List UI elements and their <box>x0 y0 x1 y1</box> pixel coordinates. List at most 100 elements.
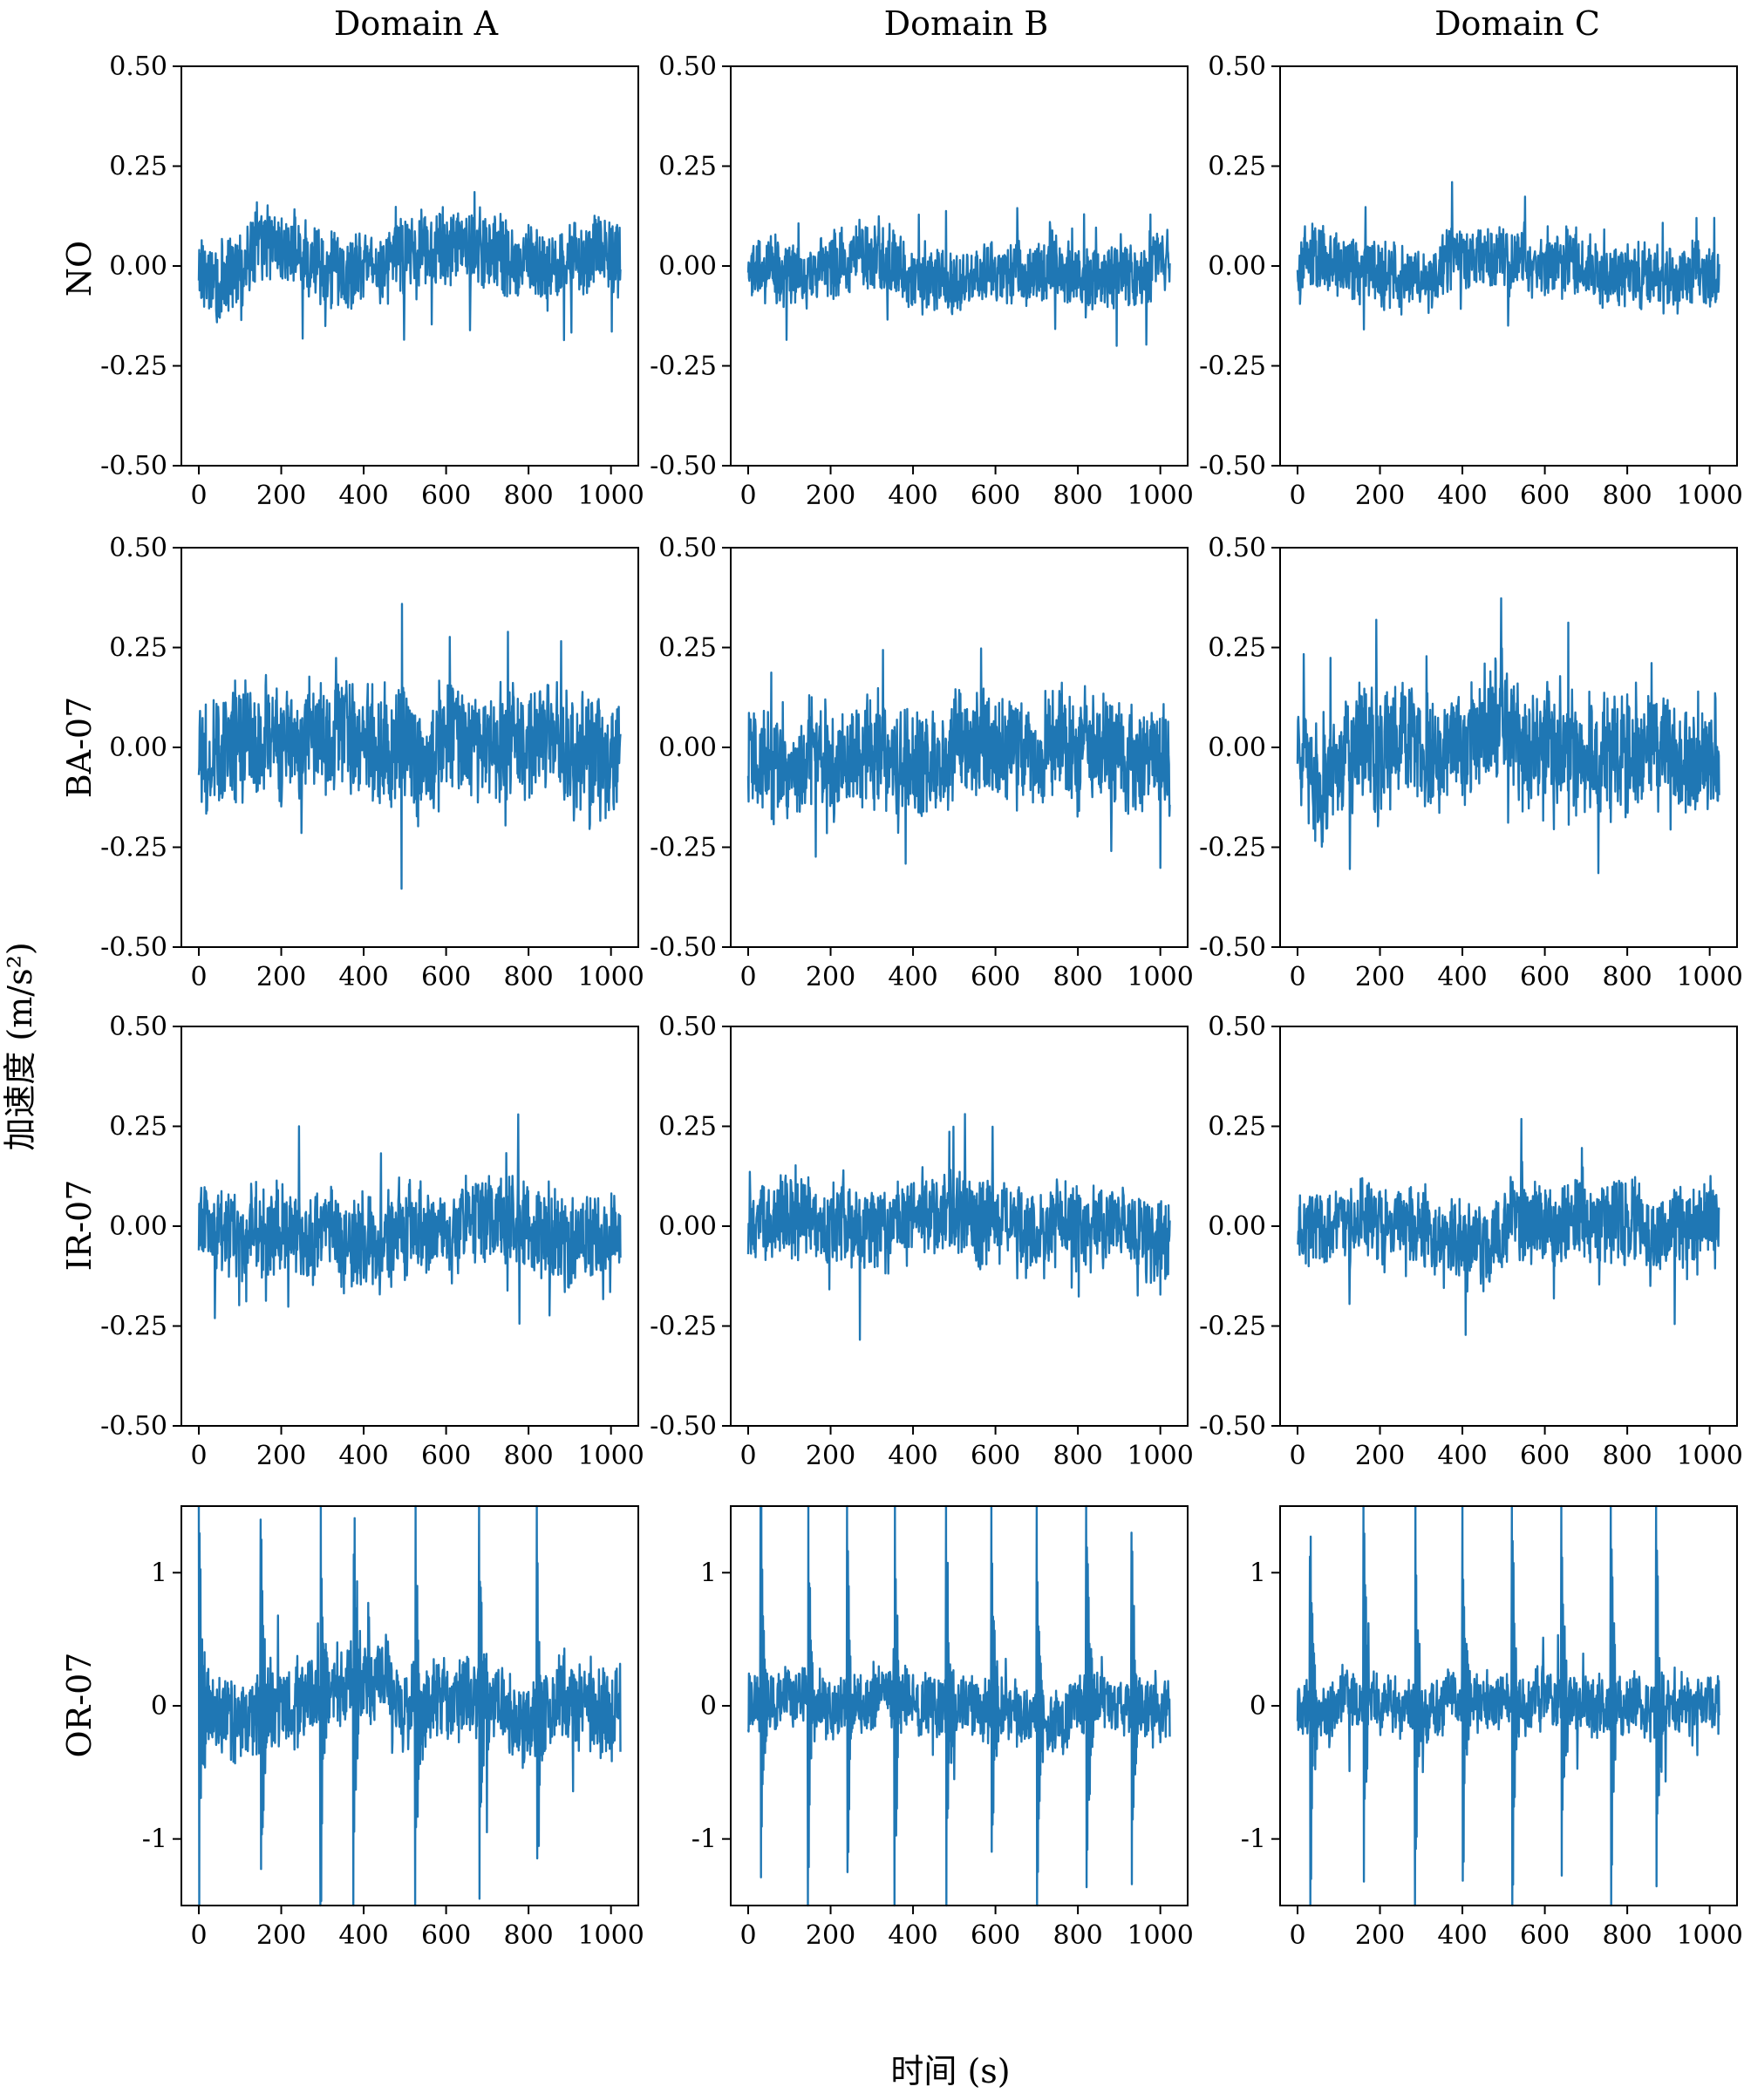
panel-ir-07-domain-a: 0 200 400 600 800 1000 -0.50 -0.25 0.00 0.25 0.50 <box>100 1012 644 1471</box>
x-tick-label-ba-07-domain-c: 400 <box>1437 962 1487 992</box>
y-tick-label-ir-07-domain-b: 0.00 <box>658 1211 717 1242</box>
x-tick-label-no-domain-a: 400 <box>338 481 388 511</box>
x-tick-label-ir-07-domain-c: 600 <box>1520 1441 1570 1471</box>
y-tick-label-or-07-domain-b: 1 <box>700 1558 717 1588</box>
signal-line-no-domain-a <box>197 191 622 342</box>
panel-ir-07-domain-b: 0 200 400 600 800 1000 -0.50 -0.25 0.00 0.25 0.50 <box>650 1012 1194 1471</box>
x-tick-label-no-domain-a: 200 <box>256 481 306 511</box>
x-tick-label-ir-07-domain-a: 600 <box>421 1441 471 1471</box>
x-tick-label-ir-07-domain-c: 400 <box>1437 1441 1487 1471</box>
x-tick-label-ir-07-domain-c: 200 <box>1355 1441 1405 1471</box>
y-tick-label-or-07-domain-a: 0 <box>151 1691 167 1722</box>
column-title-domain-a: Domain A <box>334 4 499 43</box>
y-tick-label-ba-07-domain-c: 0.25 <box>1208 633 1266 664</box>
y-tick-label-no-domain-c: 0.25 <box>1208 152 1266 182</box>
y-tick-label-no-domain-c: 0.50 <box>1208 51 1266 82</box>
y-tick-label-no-domain-a: -0.50 <box>100 451 167 481</box>
x-tick-label-or-07-domain-a: 0 <box>190 1920 207 1951</box>
x-tick-label-ir-07-domain-a: 200 <box>256 1441 306 1471</box>
y-tick-label-ir-07-domain-c: 0.50 <box>1208 1012 1266 1042</box>
x-tick-label-ba-07-domain-b: 1000 <box>1127 962 1193 992</box>
y-tick-label-or-07-domain-b: -1 <box>691 1824 717 1855</box>
x-tick-label-no-domain-c: 0 <box>1289 481 1305 511</box>
y-tick-label-ba-07-domain-c: 0.50 <box>1208 533 1266 563</box>
y-tick-label-ir-07-domain-b: -0.50 <box>650 1411 717 1442</box>
x-tick-label-or-07-domain-b: 200 <box>806 1920 855 1951</box>
row-label-no: NO <box>60 241 99 297</box>
y-tick-label-ba-07-domain-b: 0.00 <box>658 733 717 763</box>
x-tick-label-ir-07-domain-a: 800 <box>503 1441 553 1471</box>
signal-line-ba-07-domain-a <box>197 603 622 890</box>
row-label-ir-07: IR-07 <box>60 1180 99 1272</box>
y-tick-label-ir-07-domain-c: -0.25 <box>1199 1312 1266 1342</box>
x-tick-label-or-07-domain-b: 400 <box>888 1920 937 1951</box>
x-tick-label-no-domain-b: 0 <box>739 481 756 511</box>
x-tick-label-ir-07-domain-b: 800 <box>1053 1441 1102 1471</box>
x-tick-label-or-07-domain-a: 1000 <box>577 1920 644 1951</box>
x-tick-label-ba-07-domain-c: 200 <box>1355 962 1405 992</box>
panel-or-07-domain-c: 0 200 400 600 800 1000 -1 0 1 <box>1241 1504 1743 1951</box>
x-tick-label-ba-07-domain-b: 600 <box>971 962 1020 992</box>
y-tick-label-or-07-domain-a: 1 <box>151 1558 167 1588</box>
y-tick-label-or-07-domain-b: 0 <box>700 1691 717 1722</box>
x-tick-label-ir-07-domain-c: 1000 <box>1676 1441 1742 1471</box>
column-title-domain-b: Domain B <box>884 4 1049 43</box>
y-tick-label-ba-07-domain-a: 0.50 <box>109 533 167 563</box>
x-tick-label-ir-07-domain-b: 600 <box>971 1441 1020 1471</box>
y-tick-label-ir-07-domain-b: 0.25 <box>658 1112 717 1142</box>
x-tick-label-or-07-domain-a: 600 <box>421 1920 471 1951</box>
y-tick-label-ba-07-domain-a: -0.50 <box>100 932 167 963</box>
y-tick-label-ir-07-domain-a: -0.25 <box>100 1312 167 1342</box>
x-tick-label-or-07-domain-c: 200 <box>1355 1920 1405 1951</box>
y-tick-label-ba-07-domain-c: -0.25 <box>1199 833 1266 863</box>
x-tick-label-or-07-domain-c: 800 <box>1602 1920 1652 1951</box>
panel-grid: 0 200 400 600 800 1000-0.50-0.250.000.250.500… <box>100 51 1743 1951</box>
signal-line-ir-07-domain-c <box>1297 1117 1720 1336</box>
panel-ba-07-domain-a: 0 200 400 600 800 1000 -0.50 -0.25 0.00 0.25 0.50 <box>100 533 644 992</box>
y-tick-label-no-domain-c: -0.50 <box>1199 451 1266 481</box>
y-tick-label-no-domain-c: -0.25 <box>1199 351 1266 382</box>
x-tick-label-ba-07-domain-c: 600 <box>1520 962 1570 992</box>
panel-ir-07-domain-c: 0 200 400 600 800 1000 -0.50 -0.25 0.00 0.25 0.50 <box>1199 1012 1743 1471</box>
x-axis-label: 时间 (s) <box>890 2052 1010 2090</box>
y-tick-label-ba-07-domain-b: -0.50 <box>650 932 717 963</box>
x-tick-label-ir-07-domain-b: 1000 <box>1127 1441 1193 1471</box>
y-tick-label-no-domain-a: 0.25 <box>109 152 167 182</box>
signal-line-ir-07-domain-b <box>746 1113 1171 1341</box>
x-tick-label-ir-07-domain-a: 1000 <box>577 1441 644 1471</box>
x-tick-label-no-domain-c: 800 <box>1602 481 1652 511</box>
panel-ba-07-domain-c: 0 200 400 600 800 1000 -0.50 -0.25 0.00 0.25 0.50 <box>1199 533 1743 992</box>
signal-line-ba-07-domain-c <box>1296 597 1720 875</box>
x-tick-label-ba-07-domain-a: 1000 <box>577 962 644 992</box>
x-tick-label-or-07-domain-b: 0 <box>739 1920 756 1951</box>
x-tick-label-ir-07-domain-c: 0 <box>1289 1441 1305 1471</box>
y-tick-label-ba-07-domain-a: 0.25 <box>109 633 167 664</box>
y-tick-label-ba-07-domain-c: 0.00 <box>1208 733 1266 763</box>
x-tick-label-ba-07-domain-b: 0 <box>739 962 756 992</box>
x-tick-label-ba-07-domain-b: 400 <box>888 962 937 992</box>
y-tick-label-no-domain-a: 0.50 <box>109 51 167 82</box>
y-tick-label-no-domain-b: -0.25 <box>650 351 717 382</box>
panel-ba-07-domain-b: 0 200 400 600 800 1000 -0.50 -0.25 0.00 0.25 0.50 <box>650 533 1194 992</box>
x-tick-label-ir-07-domain-a: 0 <box>190 1441 207 1471</box>
x-tick-label-ba-07-domain-a: 200 <box>256 962 306 992</box>
x-tick-label-ir-07-domain-b: 0 <box>739 1441 756 1471</box>
x-tick-label-no-domain-a: 0 <box>190 481 207 511</box>
signal-line-ir-07-domain-a <box>197 1113 622 1326</box>
panel-no-domain-a: 0 200 400 600 800 1000 -0.50 -0.25 0.00 0.25 0.50 <box>100 51 644 511</box>
y-tick-label-ir-07-domain-b: 0.50 <box>658 1012 717 1042</box>
y-tick-label-no-domain-a: -0.25 <box>100 351 167 382</box>
signal-line-no-domain-b <box>746 207 1171 347</box>
signal-line-no-domain-c <box>1296 181 1720 331</box>
y-tick-label-ba-07-domain-c: -0.50 <box>1199 932 1266 963</box>
x-tick-label-ba-07-domain-c: 0 <box>1289 962 1305 992</box>
x-tick-label-ba-07-domain-c: 1000 <box>1676 962 1742 992</box>
x-tick-label-ir-07-domain-b: 200 <box>806 1441 855 1471</box>
x-tick-label-no-domain-b: 600 <box>971 481 1020 511</box>
panel-no-domain-c: 0 200 400 600 800 1000 -0.50 -0.25 0.00 0.25 0.50 <box>1199 51 1743 511</box>
signal-line-or-07-domain-c <box>1296 1504 1720 1907</box>
y-tick-label-ir-07-domain-a: 0.50 <box>109 1012 167 1042</box>
y-tick-label-ba-07-domain-b: 0.25 <box>658 633 717 664</box>
y-tick-label-no-domain-a: 0.00 <box>109 251 167 282</box>
